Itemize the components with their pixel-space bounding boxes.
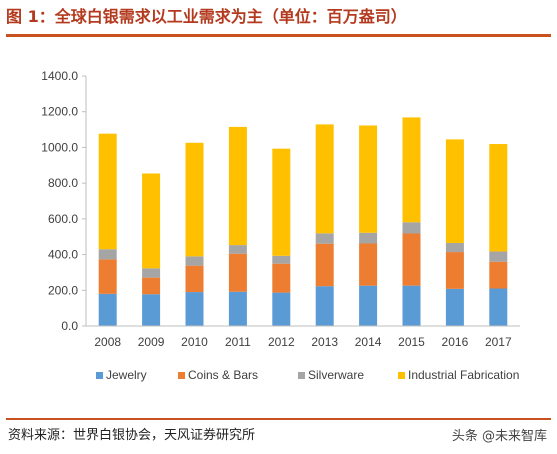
bar-silverware-2015 [402,222,421,234]
bar-jewelry-2008 [98,293,117,326]
bar-series-group [98,117,508,326]
x-tick-label: 2013 [311,335,338,349]
bar-industrial-fabrication-2008 [98,133,117,250]
y-tick-label: 1200.0 [41,105,78,119]
x-tick-label: 2011 [225,335,251,349]
y-tick-label: 800.0 [48,176,78,190]
x-tick-label: 2017 [485,335,512,349]
watermark: 头条 @未来智库 [452,425,547,444]
x-tick-label: 2016 [442,335,469,349]
y-tick-label: 600.0 [48,212,78,226]
bar-coins-bars-2013 [315,243,334,287]
bar-coins-bars-2015 [402,233,421,286]
bar-industrial-fabrication-2014 [359,125,378,233]
bar-coins-bars-2010 [185,265,204,293]
bar-silverware-2017 [489,251,508,262]
bar-silverware-2008 [98,249,117,260]
legend-label-industrial-fabrication: Industrial Fabrication [408,368,519,382]
y-axis: 0.0 200.0 400.0 600.0 800.0 1000.0 1200.0 1400.… [41,69,87,333]
bar-jewelry-2010 [185,292,204,326]
legend-swatch-silverware [298,372,305,379]
y-tick-label: 1400.0 [41,69,78,83]
legend-swatch-industrial-fabrication [398,372,405,379]
source-note: 资料来源：世界白银协会，天风证券研究所 [8,428,256,443]
legend-label-coins-bars: Coins & Bars [188,368,258,382]
bar-silverware-2011 [228,245,247,254]
bar-jewelry-2017 [489,288,508,326]
y-tick-label: 0.0 [61,319,78,333]
footer-divider [6,418,551,420]
bar-industrial-fabrication-2010 [185,142,204,257]
bar-industrial-fabrication-2011 [228,126,247,246]
watermark-text: 头条 @未来智库 [451,429,547,444]
bar-jewelry-2012 [272,292,291,326]
bar-industrial-fabrication-2012 [272,148,291,256]
bar-coins-bars-2016 [445,252,464,289]
bar-industrial-fabrication-2016 [445,139,464,243]
bar-industrial-fabrication-2015 [402,117,421,223]
x-axis: 2008 2009 2010 2011 2012 2013 2014 2015 2016 2017 [86,325,520,349]
bar-silverware-2010 [185,256,204,266]
legend-label-jewelry: Jewelry [106,368,147,382]
bar-silverware-2016 [445,242,464,253]
x-tick-label: 2012 [268,335,295,349]
x-tick-label: 2015 [398,335,425,349]
bar-coins-bars-2017 [489,261,508,289]
bar-silverware-2009 [142,268,161,278]
bar-jewelry-2011 [228,291,247,326]
y-tick-label: 1000.0 [41,140,78,154]
x-tick-label: 2014 [355,335,382,349]
bar-industrial-fabrication-2009 [142,173,161,269]
bar-jewelry-2015 [402,285,421,326]
chart-container: 0.0 200.0 400.0 600.0 800.0 1000.0 1200.0 1400.… [0,40,557,412]
chart-title: 图 1：全球白银需求以工业需求为主（单位：百万盎司） [6,7,407,26]
legend-label-silverware: Silverware [308,368,364,382]
bar-jewelry-2014 [359,285,378,326]
x-tick-label: 2010 [181,335,208,349]
x-tick-label: 2008 [94,335,121,349]
title-divider [6,34,551,37]
bar-coins-bars-2011 [228,253,247,292]
bar-silverware-2014 [359,232,378,244]
y-tick-label: 400.0 [48,248,78,262]
bar-silverware-2012 [272,255,291,264]
stacked-bar-chart: 0.0 200.0 400.0 600.0 800.0 1000.0 1200.0 1400.… [41,69,520,382]
x-tick-label: 2009 [138,335,165,349]
bar-industrial-fabrication-2013 [315,124,334,234]
bar-coins-bars-2012 [272,263,291,293]
bar-coins-bars-2014 [359,243,378,286]
bar-jewelry-2016 [445,288,464,326]
bar-coins-bars-2008 [98,259,117,294]
bar-industrial-fabrication-2017 [489,144,508,252]
y-tick-label: 200.0 [48,283,78,297]
bar-coins-bars-2009 [142,277,161,295]
bar-jewelry-2013 [315,286,334,326]
bar-jewelry-2009 [142,294,161,326]
legend-swatch-jewelry [96,372,103,379]
legend: Jewelry Coins & Bars Silverware Industrial … [96,368,519,382]
bar-silverware-2013 [315,233,334,244]
legend-swatch-coins-bars [178,372,185,379]
